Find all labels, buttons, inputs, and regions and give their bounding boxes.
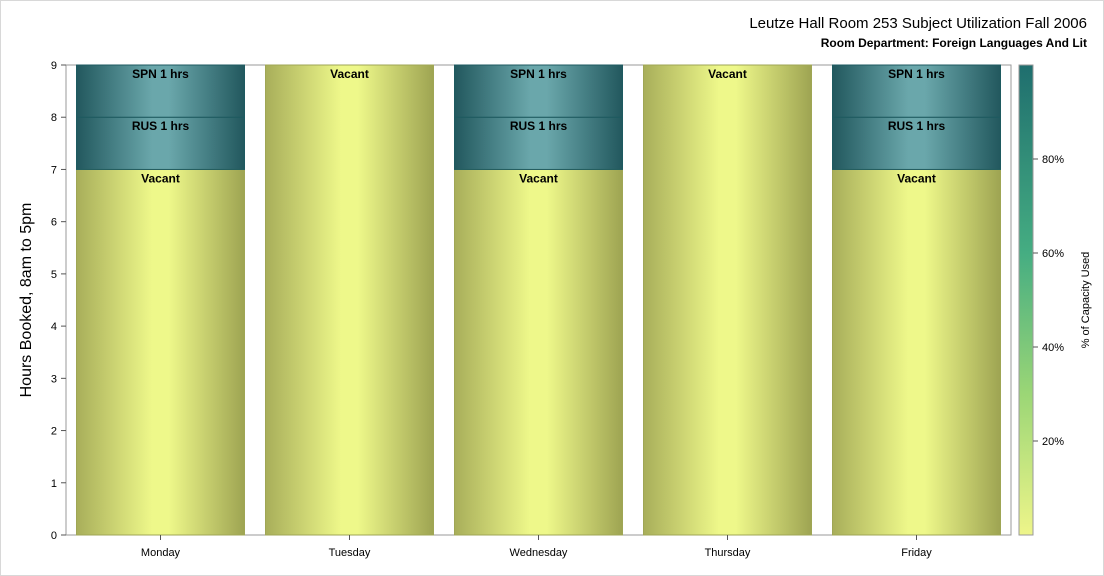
- colorbar-tick-label: 60%: [1042, 248, 1064, 260]
- y-tick-label: 5: [51, 269, 57, 281]
- colorbar-tick-label: 80%: [1042, 154, 1064, 166]
- segment-label: Vacant: [897, 171, 936, 185]
- bar-segment: [832, 64, 1001, 118]
- bar-segment: [454, 116, 623, 170]
- segment-label: SPN 1 hrs: [510, 67, 567, 81]
- bar-segment: [832, 116, 1001, 170]
- bar-segment: [76, 168, 245, 536]
- colorbar-tick-label: 20%: [1042, 436, 1064, 448]
- y-tick-label: 7: [51, 164, 57, 176]
- chart-subtitle: Room Department: Foreign Languages And L…: [821, 36, 1087, 50]
- chart-title: Leutze Hall Room 253 Subject Utilization…: [749, 15, 1087, 32]
- segment-label: RUS 1 hrs: [888, 119, 946, 133]
- x-tick-label: Monday: [141, 547, 181, 559]
- segment-label: RUS 1 hrs: [132, 119, 190, 133]
- x-tick-label: Wednesday: [510, 547, 568, 559]
- colorbar-label: % of Capacity Used: [1080, 252, 1092, 349]
- x-axis: Monday Tuesday Wednesday Thursday Friday: [141, 535, 932, 559]
- bar-segment: [643, 64, 812, 536]
- y-tick-label: 8: [51, 112, 57, 124]
- segment-label: Vacant: [141, 171, 180, 185]
- segment-label: SPN 1 hrs: [132, 67, 189, 81]
- y-tick-label: 3: [51, 373, 57, 385]
- y-tick-label: 9: [51, 60, 57, 72]
- x-tick-label: Friday: [901, 547, 932, 559]
- bar-segment: [454, 64, 623, 118]
- colorbar: [1018, 64, 1034, 536]
- segment-label: Vacant: [519, 171, 558, 185]
- y-tick-label: 1: [51, 478, 57, 490]
- bar-segment: [832, 168, 1001, 536]
- y-tick-label: 4: [51, 321, 57, 333]
- y-tick-label: 6: [51, 217, 57, 229]
- y-tick-label: 2: [51, 426, 57, 438]
- y-tick-label: 0: [51, 530, 57, 542]
- bar-segment: [76, 64, 245, 118]
- segment-label: RUS 1 hrs: [510, 119, 568, 133]
- colorbar-ticks: 20% 40% 60% 80%: [1033, 154, 1064, 448]
- x-tick-label: Tuesday: [329, 547, 371, 559]
- segment-label: Vacant: [330, 67, 369, 81]
- bars-group: Vacant RUS 1 hrs SPN 1 hrs Vacant Vacant RUS …: [76, 64, 1001, 536]
- segment-label: SPN 1 hrs: [888, 67, 945, 81]
- colorbar-tick-label: 40%: [1042, 342, 1064, 354]
- bar-segment: [454, 168, 623, 536]
- y-axis-label: Hours Booked, 8am to 5pm: [18, 203, 35, 398]
- bar-segment: [265, 64, 434, 536]
- x-tick-label: Thursday: [705, 547, 751, 559]
- segment-label: Vacant: [708, 67, 747, 81]
- y-axis: 0 1 2 3 4 5 6 7 8 9: [51, 60, 66, 542]
